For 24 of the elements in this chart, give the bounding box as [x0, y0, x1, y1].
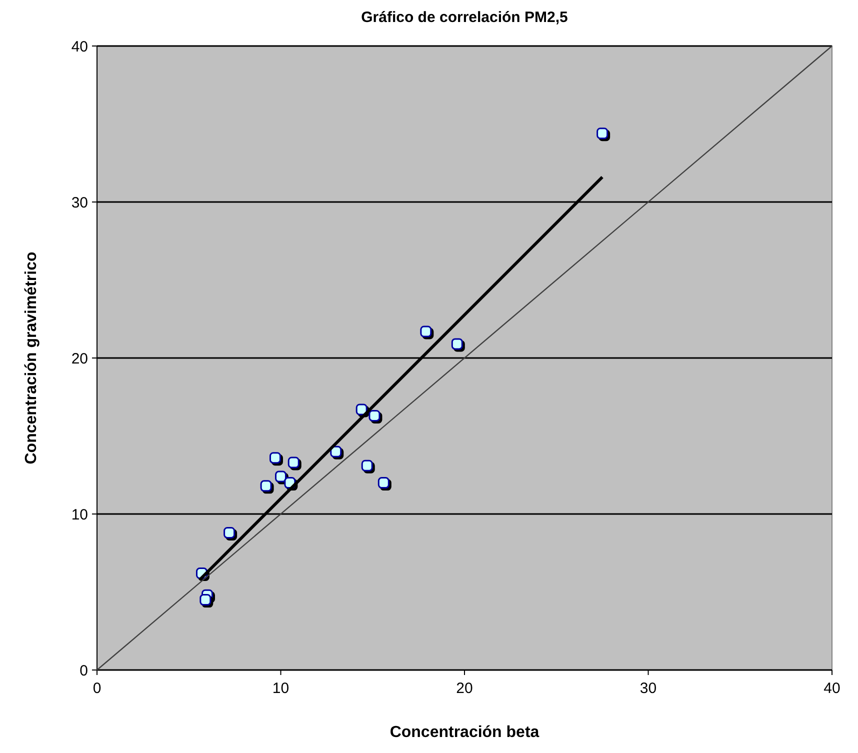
- point: [200, 594, 212, 606]
- point: [269, 452, 281, 464]
- point: [260, 480, 272, 492]
- x-axis-title: Concentración beta: [390, 724, 540, 741]
- point: [596, 128, 608, 140]
- y-tick-label: 40: [71, 38, 88, 56]
- y-tick-label: 0: [80, 662, 88, 680]
- x-tick-label: 30: [640, 680, 657, 697]
- y-tick-label: 10: [71, 506, 88, 524]
- x-tick-label: 40: [824, 680, 840, 697]
- point: [224, 526, 236, 538]
- x-tick-label: 0: [92, 680, 102, 697]
- point: [288, 456, 300, 468]
- point: [451, 338, 463, 350]
- chart-title: Gráfico de correlación PM2,5: [361, 9, 568, 26]
- y-axis-title: Concentración gravimétrico: [23, 252, 40, 464]
- y-tick-label: 30: [71, 194, 88, 212]
- point: [378, 477, 390, 489]
- point: [420, 326, 432, 338]
- y-tick-label: 20: [71, 350, 88, 368]
- point: [361, 460, 373, 472]
- x-tick-label: 10: [272, 680, 290, 697]
- point: [368, 410, 380, 422]
- x-tick-label: 20: [456, 680, 473, 697]
